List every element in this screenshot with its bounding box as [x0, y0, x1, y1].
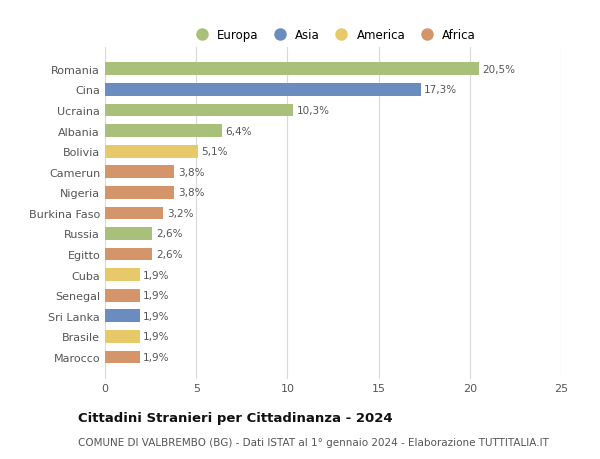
Bar	[105, 310, 140, 323]
Bar	[105, 84, 421, 96]
Text: 1,9%: 1,9%	[143, 291, 170, 301]
Bar	[105, 248, 152, 261]
Text: 3,8%: 3,8%	[178, 188, 205, 198]
Text: 5,1%: 5,1%	[202, 147, 228, 157]
Text: COMUNE DI VALBREMBO (BG) - Dati ISTAT al 1° gennaio 2024 - Elaborazione TUTTITAL: COMUNE DI VALBREMBO (BG) - Dati ISTAT al…	[78, 437, 549, 447]
Text: 1,9%: 1,9%	[143, 332, 170, 341]
Text: 1,9%: 1,9%	[143, 311, 170, 321]
Text: 20,5%: 20,5%	[482, 65, 515, 74]
Bar	[105, 166, 175, 179]
Legend: Europa, Asia, America, Africa: Europa, Asia, America, Africa	[185, 24, 481, 47]
Text: 17,3%: 17,3%	[424, 85, 457, 95]
Bar	[105, 104, 293, 117]
Text: 6,4%: 6,4%	[226, 126, 252, 136]
Bar	[105, 146, 198, 158]
Bar	[105, 289, 140, 302]
Bar	[105, 330, 140, 343]
Bar	[105, 125, 222, 138]
Bar	[105, 186, 175, 199]
Bar	[105, 269, 140, 281]
Text: Cittadini Stranieri per Cittadinanza - 2024: Cittadini Stranieri per Cittadinanza - 2…	[78, 412, 392, 425]
Text: 2,6%: 2,6%	[156, 250, 182, 259]
Bar	[105, 207, 163, 220]
Text: 1,9%: 1,9%	[143, 353, 170, 362]
Text: 3,8%: 3,8%	[178, 168, 205, 177]
Text: 1,9%: 1,9%	[143, 270, 170, 280]
Text: 10,3%: 10,3%	[296, 106, 329, 116]
Bar	[105, 228, 152, 241]
Bar	[105, 351, 140, 364]
Text: 2,6%: 2,6%	[156, 229, 182, 239]
Text: 3,2%: 3,2%	[167, 208, 194, 218]
Bar	[105, 63, 479, 76]
